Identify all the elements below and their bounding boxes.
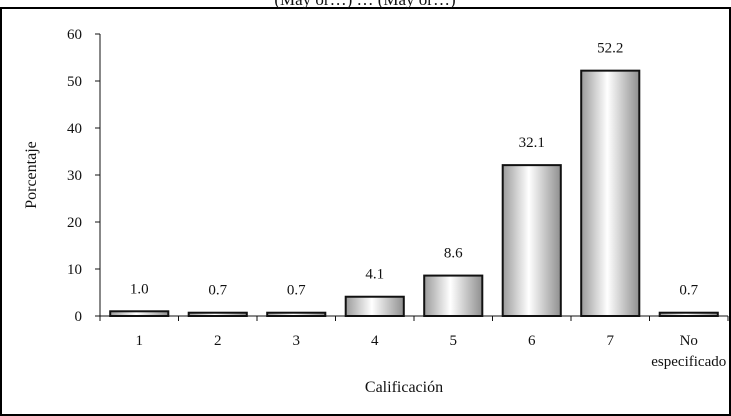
y-tick-label: 20 [67,215,82,231]
bar [266,311,327,317]
x-tick-label: 2 [214,333,222,349]
bar [658,311,719,317]
y-axis-title: Porcentaje [23,141,40,209]
bar [109,310,170,317]
chart-header-fragment: (May or…) … (May or…) [274,0,455,9]
data-label: 32.1 [519,135,545,151]
x-tick-label: 4 [371,333,379,349]
bars-group [109,69,719,318]
x-tick-label: No especificado [651,333,726,370]
bar [580,69,641,317]
y-tick-label: 60 [67,27,82,43]
bar [187,311,248,317]
x-tick-label: 6 [528,333,536,349]
y-tick-label: 40 [67,121,82,137]
x-axis-ticks: 1 2 3 4 5 6 7 No especificado [99,316,729,370]
data-labels: 1.0 0.7 0.7 4.1 8.6 32.1 52.2 0.7 [130,41,699,299]
x-axis-title: Calificación [365,379,443,396]
data-label: 4.1 [365,267,384,283]
x-tick-label: 5 [450,333,458,349]
x-tick-label: 3 [293,333,301,349]
y-tick-label: 10 [67,262,82,278]
data-label: 0.7 [208,283,227,299]
x-tick-label: 7 [607,333,615,349]
y-axis-ticks: 0 10 20 30 40 50 60 [67,27,100,325]
chart-border [0,7,731,416]
data-label: 1.0 [130,281,149,297]
x-tick-label: 1 [136,333,144,349]
data-label: 0.7 [287,283,306,299]
y-tick-label: 0 [75,309,83,325]
data-label: 52.2 [597,41,623,57]
bar [501,164,562,317]
data-label: 0.7 [679,283,698,299]
bar [423,274,484,317]
data-label: 8.6 [444,246,463,262]
y-tick-label: 30 [67,168,82,184]
y-tick-label: 50 [67,74,82,90]
bar [344,295,405,318]
